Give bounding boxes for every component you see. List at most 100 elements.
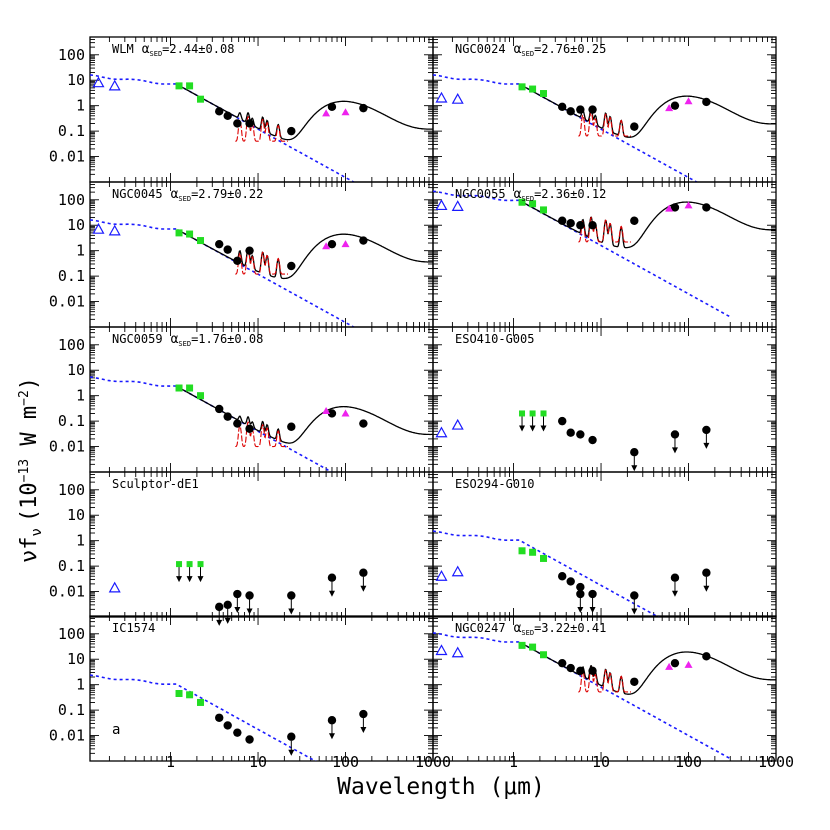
ir-point	[215, 107, 224, 116]
nir-point	[518, 83, 526, 91]
panel-points	[435, 198, 711, 230]
ir-point	[558, 658, 567, 668]
iras-point	[684, 97, 693, 105]
ir-upper-limit	[233, 589, 242, 599]
panel-plot-area	[433, 190, 776, 318]
panel-points	[435, 83, 711, 131]
limit-arrow-head	[328, 590, 335, 597]
total-model-curve	[177, 229, 433, 280]
uv-point	[451, 200, 464, 211]
limit-arrow-head	[671, 590, 678, 597]
limit-arrow-head	[671, 447, 678, 454]
y-tick-label: 1	[76, 242, 85, 260]
nir-point	[186, 82, 194, 90]
panel-title: NGC0045 αSED=2.79±0.22	[112, 187, 263, 203]
ir-point	[630, 216, 639, 225]
nir-point	[186, 691, 194, 699]
panel-title-name: NGC0055	[455, 187, 506, 201]
y-axis-label: νfν (10−13 W m−2)	[17, 377, 45, 563]
panel-ticks	[433, 181, 777, 328]
panel-points	[435, 410, 711, 472]
ir-point	[670, 203, 680, 212]
ir-upper-limit	[670, 573, 680, 582]
panel-title: NGC0024 αSED=2.76±0.25	[455, 42, 606, 58]
limit-arrow-head	[577, 607, 584, 614]
ir-upper-limit	[245, 591, 254, 600]
limit-arrow-head	[703, 442, 710, 449]
y-tick-label: 10	[67, 506, 85, 524]
ir-upper-limit	[630, 448, 639, 457]
ir-point	[245, 119, 254, 128]
nir-upper-limit	[197, 561, 204, 568]
y-tick-label: 1	[76, 532, 85, 550]
y-axis-label-nu-f: νf	[17, 537, 42, 564]
panel-ngc0045: NGC0045 αSED=2.79±0.22	[89, 181, 434, 328]
ir-point	[245, 424, 254, 433]
ir-upper-limit	[327, 716, 337, 725]
total-model-curve	[177, 386, 433, 444]
panel-ticks	[90, 615, 434, 762]
alpha-symbol: α	[514, 187, 522, 202]
pah-model-curve	[578, 216, 631, 243]
alpha-value: =3.22±0.41	[534, 621, 606, 635]
stellar-model-curve	[90, 674, 317, 761]
ir-upper-limit	[223, 600, 232, 610]
ir-point	[359, 419, 368, 428]
ir-upper-limit	[576, 589, 585, 599]
pah-model-curve	[235, 115, 288, 142]
ir-point	[566, 577, 575, 586]
x-tick-label: 1	[509, 753, 518, 771]
panel-ticks	[90, 181, 434, 328]
panel-points	[435, 547, 711, 615]
ir-point	[223, 111, 232, 120]
ir-point	[287, 422, 296, 431]
iras-point	[322, 242, 331, 250]
x-tick-label: 1	[166, 753, 175, 771]
limit-arrow-head	[328, 733, 335, 740]
y-tick-labels: 100 10 1 0.1 0.01 100 10 1 0.1 0.01 100 10 1 0.1 0.01 1…	[49, 46, 85, 745]
panel-title-name: NGC0024	[455, 42, 506, 56]
ir-point	[566, 219, 575, 228]
ir-upper-limit	[630, 591, 639, 600]
x-tick-labels: 1 10 100 1000 1 10 100 1000	[166, 753, 794, 771]
pah-model-curve	[235, 248, 288, 275]
y-axis-label-units2: W m	[17, 406, 42, 459]
ir-point	[233, 119, 242, 128]
x-tick-label: 1000	[758, 753, 794, 771]
panel-title-name: NGC0045	[112, 187, 163, 201]
panel-wlm: WLM αSED=2.44±0.08	[89, 36, 434, 183]
y-tick-label: 10	[67, 216, 85, 234]
uv-point	[435, 570, 448, 581]
stellar-model-curve	[433, 530, 660, 617]
ir-point	[588, 221, 597, 230]
nir-point	[540, 651, 548, 659]
panel-frame	[89, 36, 434, 183]
panel-title: NGC0247 αSED=3.22±0.41	[455, 621, 606, 637]
alpha-subscript: SED	[521, 50, 534, 58]
y-tick-label: 0.01	[49, 293, 85, 311]
x-tick-label: 100	[332, 753, 359, 771]
panel-ic1574: IC1574 a	[89, 615, 434, 762]
panel-points	[435, 641, 711, 686]
iras-point	[684, 660, 693, 668]
panel-title: NGC0059 αSED=1.76±0.08	[112, 332, 263, 348]
ir-point	[245, 735, 254, 744]
limit-arrow-head	[631, 465, 638, 472]
uv-point	[108, 224, 121, 236]
x-tick-label: 1000	[415, 753, 451, 771]
panel-points	[175, 689, 368, 756]
y-tick-label: 10	[67, 71, 85, 89]
panel-ticks	[433, 36, 777, 183]
nir-point	[529, 85, 537, 93]
ir-point	[702, 652, 711, 661]
nir-point	[518, 641, 526, 649]
panel-frame	[89, 615, 434, 762]
nir-point	[197, 237, 205, 245]
iras-point	[341, 108, 350, 116]
ir-point	[359, 236, 368, 245]
ir-point	[233, 419, 242, 428]
panel-ngc0055: NGC0055 αSED=2.36±0.12	[432, 181, 777, 328]
alpha-subscript: SED	[521, 629, 534, 637]
stellar-model-curve	[433, 190, 731, 318]
